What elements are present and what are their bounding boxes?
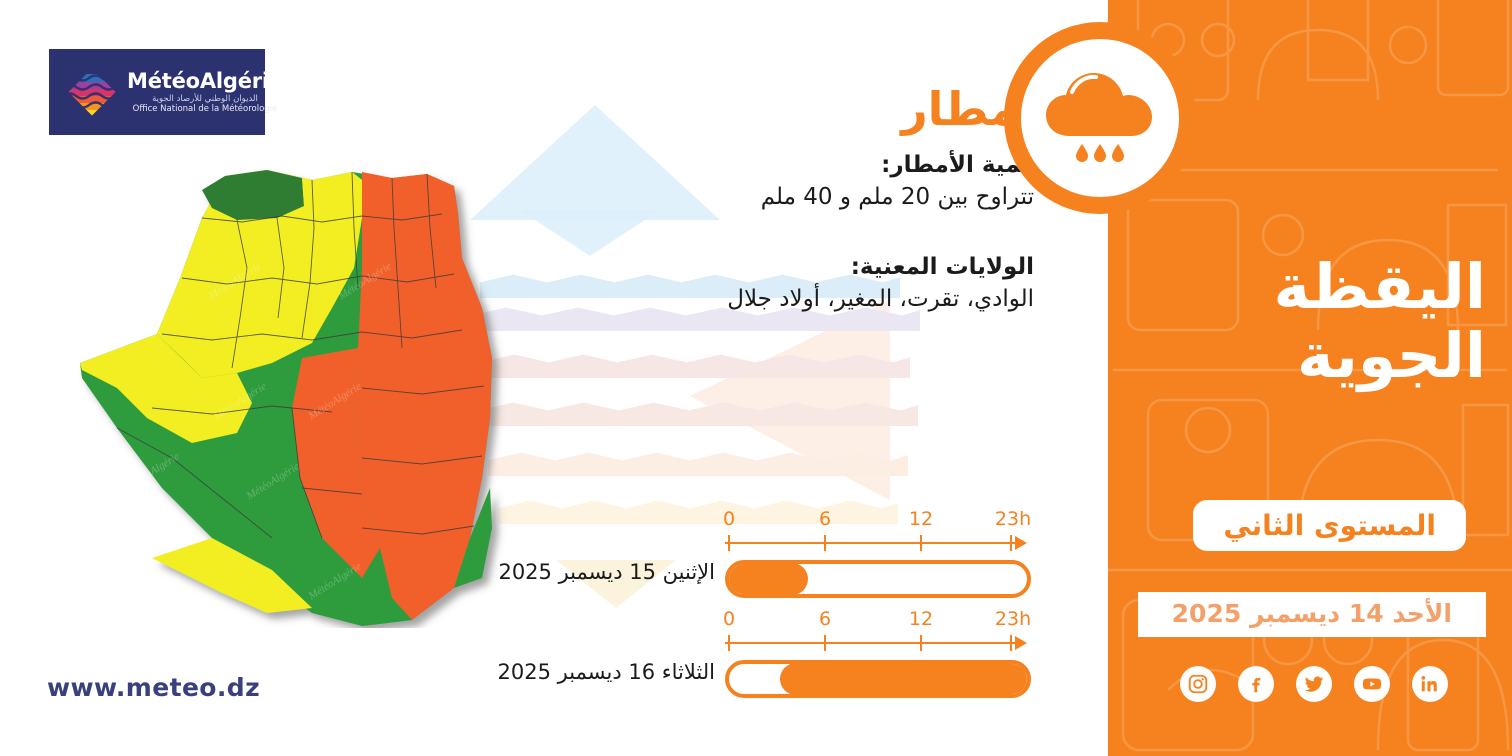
- website-url[interactable]: www.meteo.dz: [47, 673, 261, 702]
- facebook-icon[interactable]: [1238, 666, 1274, 702]
- linkedin-icon[interactable]: [1412, 666, 1448, 702]
- logo-french-subtitle: Office National de la Météorologie: [132, 104, 278, 114]
- timeline-1-axis: [725, 534, 1033, 552]
- rain-amount-value: تتراوح بين 20 ملم و 40 ملم: [760, 184, 1034, 211]
- logo-diamond-icon: [65, 65, 119, 119]
- tick-label-23: 23h: [994, 508, 1032, 530]
- hazard-title: أمطار: [901, 82, 1034, 136]
- tick-label-6: 6: [818, 508, 832, 530]
- panel-content: اليقظة الجوية المستوى الثاني الأحد 14 دي…: [1108, 0, 1512, 756]
- vigilance-title: اليقظة الجوية: [1108, 250, 1487, 393]
- timeline-day-1: 0 6 12 23h الإثنين 15 ديسمبر 2025: [498, 508, 1033, 598]
- alert-details: أمطار كمية الأمطار: تتراوح بين 20 ملم و …: [614, 86, 1034, 317]
- map-watermark: MétéoAlgérie: [126, 570, 184, 612]
- logo-brand-name: MétéoAlgérie: [127, 68, 283, 93]
- alert-level-badge: المستوى الثاني: [1193, 500, 1466, 551]
- tick-label-0: 0: [722, 508, 736, 530]
- timeline-2-bar: [725, 660, 1031, 698]
- timeline-2-tick-labels: 0 6 12 23h: [722, 608, 1033, 634]
- wilayas-block: الولايات المعنية: الوادي، تقرت، المغير، …: [614, 252, 1034, 316]
- deco-zigzag-band: [480, 272, 900, 298]
- wilayas-label: الولايات المعنية:: [850, 254, 1034, 281]
- timeline-1-date: الإثنين 15 ديسمبر 2025: [498, 560, 715, 584]
- rain-cloud-icon-badge: [1004, 22, 1196, 214]
- instagram-icon[interactable]: [1180, 666, 1216, 702]
- deco-triangle-up: [470, 105, 720, 220]
- deco-zigzag-band: [480, 352, 910, 378]
- tick-label-23: 23h: [994, 608, 1032, 630]
- timeline-1-bar: [725, 560, 1031, 598]
- vigilance-title-line-1: اليقظة: [1273, 250, 1487, 323]
- logo-arabic-subtitle: الديوان الوطني للأرصاد الجوية: [152, 93, 258, 104]
- wilayas-value: الوادي، تقرت، المغير، أولاد جلال: [727, 286, 1034, 313]
- timeline-day-2: 0 6 12 23h الثلاثاء 16 ديسمبر 2025: [498, 608, 1033, 698]
- deco-zigzag-band: [478, 400, 918, 426]
- timeline-1-tick-labels: 0 6 12 23h: [722, 508, 1033, 534]
- twitter-icon[interactable]: [1296, 666, 1332, 702]
- deco-zigzag-band: [470, 305, 920, 331]
- tick-label-0: 0: [722, 608, 736, 630]
- background-decoration: [470, 105, 920, 608]
- social-links: [1180, 666, 1448, 702]
- rain-cloud-icon: [1038, 64, 1162, 168]
- meteo-algerie-logo: MétéoAlgérie الديوان الوطني للأرصاد الجو…: [47, 47, 283, 137]
- algeria-vigilance-map: MétéoAlgérie MétéoAlgérie MétéoAlgérie M…: [62, 158, 542, 628]
- deco-zigzag-band: [488, 450, 908, 476]
- tick-label-12: 12: [908, 508, 934, 530]
- timeline-2-date: الثلاثاء 16 ديسمبر 2025: [497, 660, 715, 684]
- rain-amount-label: كمية الأمطار:: [881, 152, 1034, 178]
- timeline-2-axis: [725, 634, 1033, 652]
- deco-zigzag-band: [498, 498, 898, 524]
- tick-label-12: 12: [908, 608, 934, 630]
- logo-text-block: MétéoAlgérie الديوان الوطني للأرصاد الجو…: [127, 68, 283, 114]
- deco-triangle-cream: [556, 560, 676, 608]
- rain-amount-block: كمية الأمطار: تتراوح بين 20 ملم و 40 ملم: [614, 150, 1034, 214]
- deco-triangle-down: [520, 210, 660, 256]
- youtube-icon[interactable]: [1354, 666, 1390, 702]
- vigilance-title-line-2: الجوية: [1297, 319, 1487, 393]
- tick-label-6: 6: [818, 608, 832, 630]
- issue-date-badge: الأحد 14 ديسمبر 2025: [1137, 592, 1486, 637]
